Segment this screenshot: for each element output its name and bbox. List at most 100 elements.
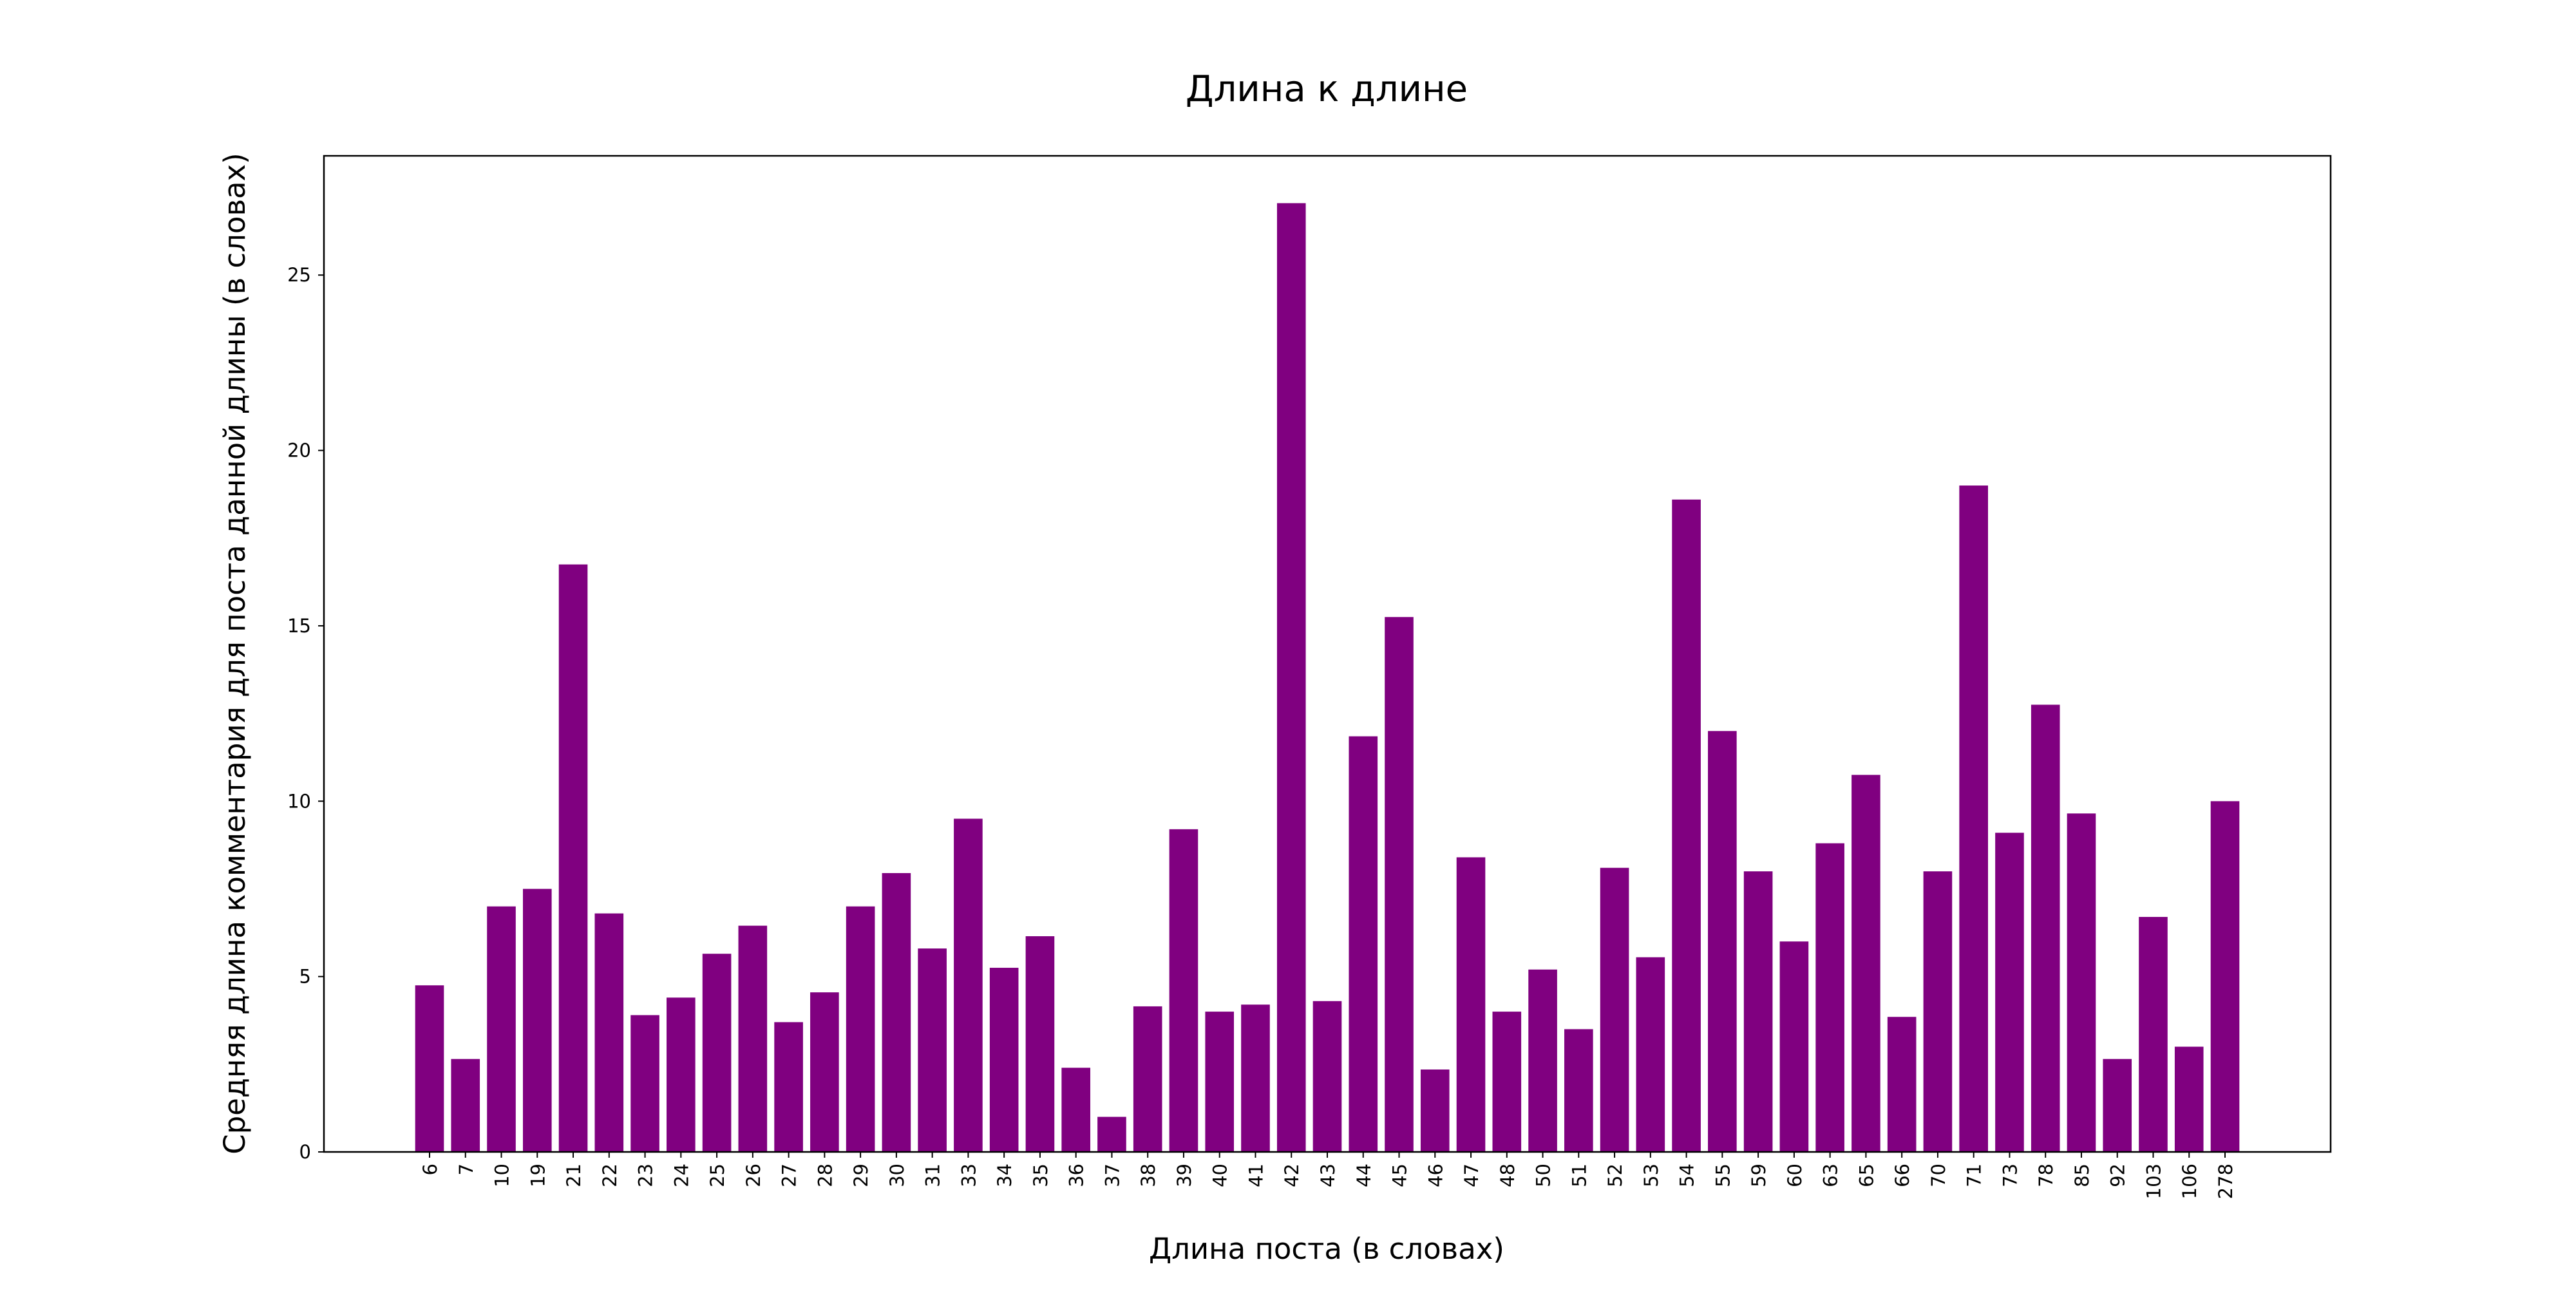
bar-29 — [846, 906, 875, 1152]
x-tick-label-42: 42 — [1281, 1164, 1303, 1187]
bar-33 — [954, 818, 983, 1152]
y-tick-label-25: 25 — [287, 264, 311, 286]
bar-44 — [1349, 736, 1378, 1152]
bar-24 — [667, 997, 696, 1152]
bar-26 — [738, 925, 768, 1152]
x-tick-label-60: 60 — [1784, 1164, 1806, 1187]
bar-70 — [1923, 871, 1953, 1152]
x-tick-label-33: 33 — [958, 1164, 980, 1187]
bar-7 — [451, 1059, 480, 1152]
bar-31 — [918, 948, 947, 1152]
x-tick-label-50: 50 — [1533, 1164, 1555, 1187]
bar-59 — [1743, 871, 1773, 1152]
bar-35 — [1025, 936, 1055, 1152]
bar-34 — [989, 968, 1019, 1152]
bar-50 — [1528, 969, 1557, 1152]
bar-65 — [1852, 775, 1880, 1152]
bar-36 — [1061, 1068, 1090, 1152]
x-tick-label-70: 70 — [1927, 1164, 1949, 1187]
x-tick-label-6: 6 — [419, 1164, 441, 1175]
bar-106 — [2174, 1046, 2204, 1152]
x-tick-label-38: 38 — [1137, 1164, 1159, 1187]
bar-37 — [1097, 1117, 1126, 1152]
bar-92 — [2103, 1059, 2132, 1152]
bar-48 — [1492, 1012, 1522, 1152]
x-tick-label-26: 26 — [743, 1164, 764, 1187]
bar-39 — [1169, 829, 1198, 1152]
x-tick-label-53: 53 — [1640, 1164, 1662, 1187]
bar-38 — [1133, 1006, 1162, 1152]
bar-278 — [2210, 801, 2240, 1152]
x-tick-label-47: 47 — [1461, 1164, 1482, 1187]
x-tick-label-21: 21 — [563, 1164, 585, 1187]
bar-52 — [1600, 867, 1629, 1152]
x-tick-label-27: 27 — [779, 1164, 800, 1187]
x-tick-label-52: 52 — [1604, 1164, 1626, 1187]
x-tick-label-28: 28 — [814, 1164, 836, 1187]
x-tick-label-51: 51 — [1568, 1164, 1590, 1187]
x-tick-label-55: 55 — [1712, 1164, 1734, 1187]
x-tick-label-278: 278 — [2215, 1164, 2237, 1199]
bars-group — [415, 203, 2240, 1152]
bar-27 — [774, 1022, 803, 1152]
chart-title: Длина к длине — [1186, 68, 1468, 110]
x-tick-label-24: 24 — [670, 1164, 692, 1187]
x-tick-label-66: 66 — [1891, 1164, 1913, 1187]
x-tick-label-63: 63 — [1820, 1164, 1842, 1187]
x-tick-label-59: 59 — [1748, 1164, 1770, 1187]
bar-66 — [1887, 1017, 1917, 1152]
x-tick-label-41: 41 — [1245, 1164, 1267, 1187]
x-tick-label-71: 71 — [1964, 1164, 1985, 1187]
x-tick-label-29: 29 — [850, 1164, 872, 1187]
bar-10 — [487, 906, 516, 1152]
x-tick-label-46: 46 — [1425, 1164, 1446, 1187]
bar-55 — [1708, 731, 1737, 1152]
x-tick-label-35: 35 — [1030, 1164, 1052, 1187]
bar-45 — [1385, 617, 1414, 1152]
bar-78 — [2031, 704, 2060, 1152]
bar-21 — [558, 564, 588, 1152]
x-tick-label-39: 39 — [1173, 1164, 1195, 1187]
y-tick-label-20: 20 — [287, 440, 311, 462]
x-tick-label-10: 10 — [491, 1164, 513, 1187]
x-tick-label-103: 103 — [2143, 1164, 2164, 1199]
y-axis: 0 5 10 15 20 25 — [287, 264, 324, 1163]
bar-6 — [415, 985, 444, 1152]
bar-63 — [1815, 843, 1844, 1152]
bar-71 — [1959, 485, 1988, 1152]
x-axis-label: Длина поста (в словах) — [1149, 1232, 1504, 1266]
bar-41 — [1241, 1004, 1270, 1152]
y-tick-label-5: 5 — [299, 966, 311, 988]
y-tick-label-10: 10 — [287, 790, 311, 812]
x-tick-label-45: 45 — [1389, 1164, 1411, 1187]
bar-19 — [522, 889, 552, 1152]
x-tick-label-85: 85 — [2071, 1164, 2093, 1187]
x-tick-label-30: 30 — [886, 1164, 908, 1187]
bar-60 — [1779, 941, 1809, 1152]
bar-30 — [882, 872, 911, 1152]
x-tick-label-34: 34 — [994, 1164, 1016, 1187]
x-tick-label-19: 19 — [527, 1164, 549, 1187]
x-tick-label-106: 106 — [2179, 1164, 2201, 1199]
bar-54 — [1672, 499, 1701, 1152]
y-tick-label-15: 15 — [287, 615, 311, 637]
x-tick-label-22: 22 — [599, 1164, 621, 1187]
bar-40 — [1205, 1012, 1235, 1152]
x-tick-label-25: 25 — [706, 1164, 728, 1187]
x-tick-label-31: 31 — [922, 1164, 944, 1187]
bar-85 — [2067, 813, 2096, 1152]
y-axis-label: Средняя длина комментария для поста данн… — [218, 153, 252, 1154]
bar-23 — [630, 1015, 659, 1152]
x-tick-label-44: 44 — [1353, 1164, 1375, 1187]
bar-73 — [1995, 833, 2024, 1152]
x-tick-label-73: 73 — [1999, 1164, 2021, 1187]
bar-42 — [1276, 203, 1306, 1152]
x-tick-label-92: 92 — [2107, 1164, 2129, 1187]
bar-25 — [702, 954, 732, 1152]
bar-103 — [2139, 917, 2168, 1152]
bar-47 — [1456, 857, 1486, 1152]
x-tick-label-40: 40 — [1209, 1164, 1231, 1187]
bar-43 — [1312, 1001, 1342, 1152]
